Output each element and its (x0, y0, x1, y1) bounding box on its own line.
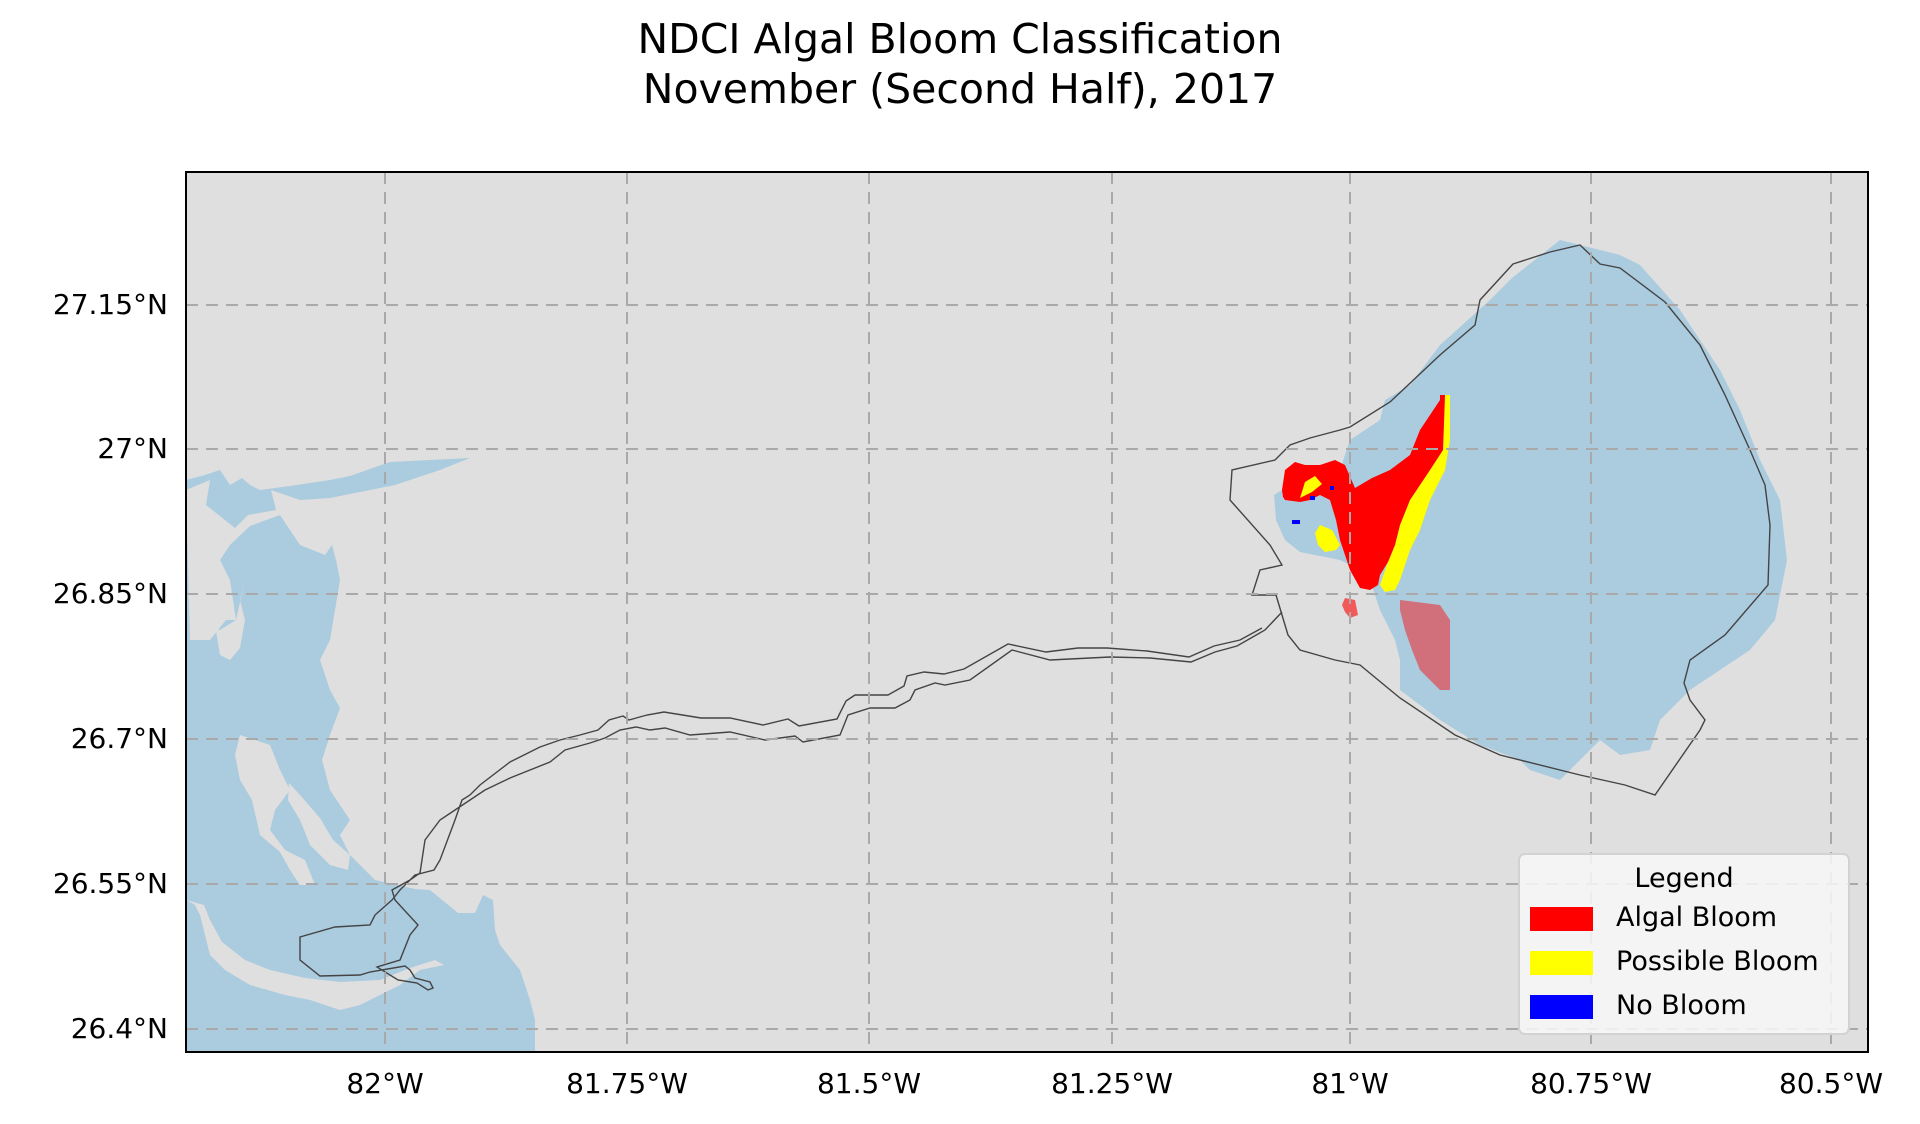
land-strip (186, 580, 245, 660)
x-tick-label: 81.25°W (1051, 1067, 1173, 1100)
y-tick-label: 27.15°N (52, 288, 168, 321)
y-tick-label: 26.55°N (52, 867, 168, 900)
legend-swatch-yellow (1530, 951, 1593, 975)
land-strip (235, 735, 315, 885)
title-line-1: NDCI Algal Bloom Classification (637, 15, 1283, 63)
legend-swatch-red (1530, 907, 1593, 931)
river-outline (299, 611, 1283, 991)
x-tick-label: 81°W (1311, 1067, 1389, 1100)
y-tick-label: 26.4°N (70, 1012, 168, 1045)
x-tick-label: 81.5°W (816, 1067, 922, 1100)
legend-label: Algal Bloom (1616, 902, 1778, 933)
x-tick-label: 82°W (346, 1067, 424, 1100)
land-strip (288, 783, 350, 870)
title-line-2: November (Second Half), 2017 (642, 65, 1278, 113)
bloom-red-small (1342, 598, 1358, 618)
x-tick-label: 80.75°W (1530, 1067, 1652, 1100)
legend: Legend Algal Bloom Possible Bloom No Blo… (1518, 853, 1850, 1035)
bloom-red-south (1400, 600, 1450, 690)
no-bloom-pixel (1330, 486, 1334, 490)
x-tick-label: 80.5°W (1778, 1067, 1884, 1100)
legend-title: Legend (1634, 863, 1734, 894)
bloom-yellow-island (1315, 525, 1340, 552)
legend-label: No Bloom (1616, 990, 1747, 1021)
y-tick-label: 27°N (97, 432, 168, 465)
land-strip (186, 900, 444, 1010)
lake-water (1274, 240, 1787, 780)
y-tick-label: 26.7°N (70, 722, 168, 755)
plot-frame (185, 171, 1869, 1053)
legend-swatch-blue (1530, 995, 1593, 1019)
bloom-red-main (1282, 395, 1445, 590)
y-tick-label: 26.85°N (52, 577, 168, 610)
lake-outline (1229, 244, 1771, 796)
x-tick-label: 81.75°W (566, 1067, 688, 1100)
coastal-water (186, 458, 535, 1052)
legend-label: Possible Bloom (1616, 946, 1819, 977)
bloom-yellow-sw (1300, 476, 1322, 498)
bloom-yellow-main (1380, 395, 1450, 592)
no-bloom-pixel (1310, 496, 1315, 500)
no-bloom-pixel (1292, 520, 1300, 524)
chart-title: NDCI Algal Bloom Classification November… (0, 14, 1920, 114)
